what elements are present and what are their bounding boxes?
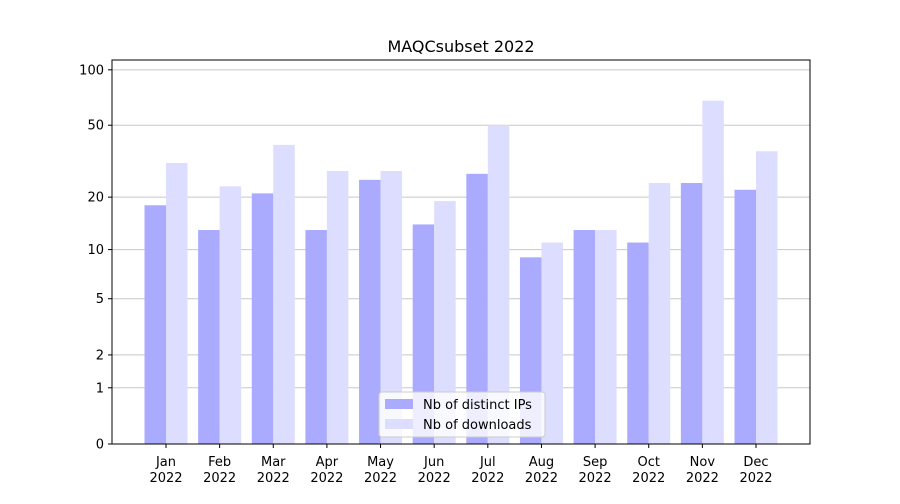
bar xyxy=(680,183,703,445)
y-tick-label: 50 xyxy=(87,119,104,134)
legend-swatch xyxy=(385,419,413,429)
bar xyxy=(756,151,778,444)
bar xyxy=(305,230,327,444)
bar xyxy=(573,230,596,444)
legend-swatch xyxy=(385,399,413,409)
x-tick-label: Apr 2022 xyxy=(310,455,343,486)
x-tick-label: Sep 2022 xyxy=(579,455,612,486)
x-tick-label: Mar 2022 xyxy=(257,455,290,486)
bar xyxy=(380,170,403,444)
bar xyxy=(144,205,166,444)
bar xyxy=(734,189,756,444)
y-tick-label: 20 xyxy=(87,191,104,206)
y-tick-label: 0 xyxy=(96,438,104,453)
bar xyxy=(198,230,220,444)
bar xyxy=(541,242,563,444)
plot-frame xyxy=(111,59,811,445)
bar xyxy=(359,179,381,445)
chart-title: MAQCsubset 2022 xyxy=(387,37,534,56)
legend: Nb of distinct IPs Nb of downloads xyxy=(378,391,546,438)
bar xyxy=(466,173,488,444)
y-tick-label: 5 xyxy=(96,292,104,307)
bar xyxy=(648,183,671,445)
y-tick-label: 100 xyxy=(79,63,104,78)
bar xyxy=(412,224,435,444)
x-tick-label: May 2022 xyxy=(364,455,397,486)
x-tick-label: Oct 2022 xyxy=(632,455,665,486)
x-tick-label: Dec 2022 xyxy=(739,455,772,486)
x-tick-label: Jul 2022 xyxy=(471,455,504,486)
bar xyxy=(627,242,649,444)
bar xyxy=(166,163,188,444)
bar xyxy=(273,144,295,445)
y-tick-label: 2 xyxy=(96,348,104,363)
bar xyxy=(434,201,456,444)
bar xyxy=(595,230,617,444)
x-tick-label: Feb 2022 xyxy=(203,455,236,486)
bar xyxy=(251,193,274,444)
legend-label: Nb of distinct IPs xyxy=(423,398,532,413)
x-tick-label: Jan 2022 xyxy=(149,455,182,486)
x-tick-label: Aug 2022 xyxy=(525,455,558,486)
bar xyxy=(219,186,242,444)
x-tick-label: Nov 2022 xyxy=(686,455,719,486)
bar xyxy=(487,125,510,445)
bar xyxy=(326,170,349,444)
legend-label: Nb of downloads xyxy=(423,418,532,433)
y-tick-label: 1 xyxy=(96,381,104,396)
bar xyxy=(702,100,724,445)
y-tick-label: 10 xyxy=(87,243,104,258)
legend-box xyxy=(378,391,546,438)
x-tick-label: Jun 2022 xyxy=(418,455,451,486)
